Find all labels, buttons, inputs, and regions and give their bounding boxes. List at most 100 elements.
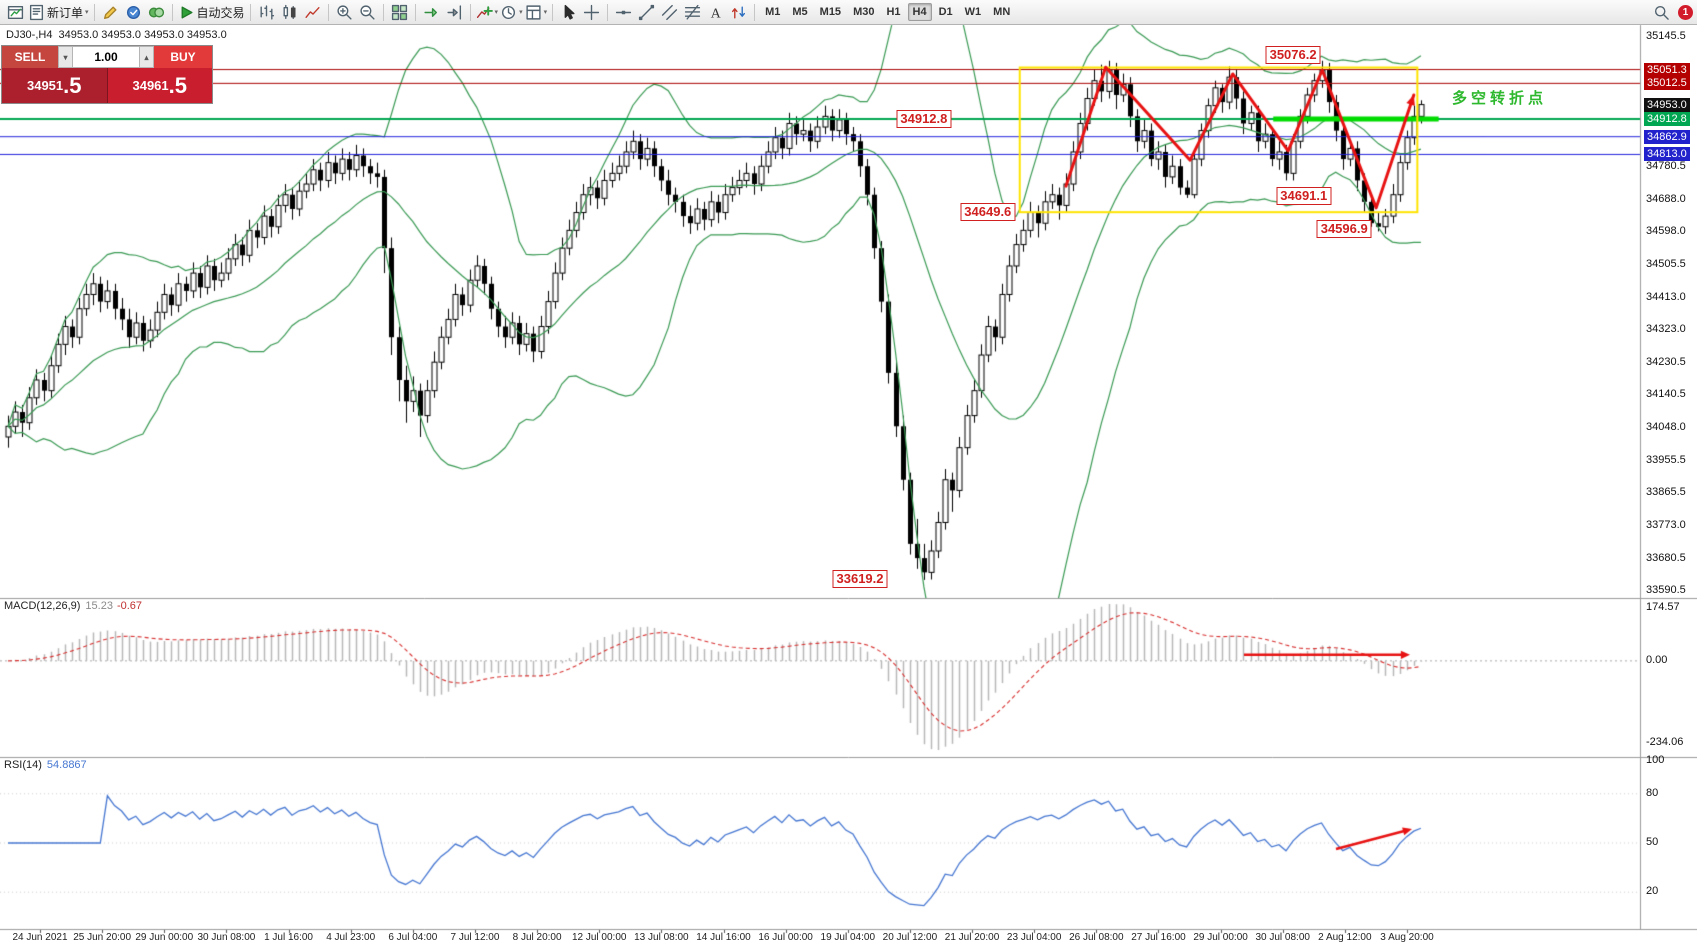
price-annotation[interactable]: 34912.8	[896, 109, 952, 128]
time-axis-label: 27 Jul 16:00	[1131, 932, 1186, 943]
price-annotation[interactable]: 33619.2	[832, 569, 888, 588]
notification-badge[interactable]: 1	[1678, 4, 1693, 20]
time-axis[interactable]: 24 Jun 2021 25 Jun 20:00 29 Jun 00:00 30 Ju…	[0, 929, 1640, 947]
time-axis-label: 26 Jul 08:00	[1069, 932, 1124, 943]
autotrading-icon	[178, 4, 195, 21]
sell-price-main: 34951	[26, 78, 64, 93]
time-axis-label: 1 Jul 16:00	[264, 932, 313, 943]
market-watch-icon	[125, 4, 142, 21]
chevron-down-icon: ▾	[519, 9, 523, 16]
channel-button[interactable]	[658, 2, 681, 23]
macd-scale-top: 174.57	[1646, 601, 1680, 613]
price-scale-label: 33680.5	[1646, 551, 1686, 564]
toolbar-separator	[469, 3, 471, 21]
time-axis-label: 6 Jul 04:00	[388, 932, 438, 943]
chart-shift-icon	[446, 4, 463, 21]
turning-point-note[interactable]: 多空转折点	[1452, 90, 1548, 107]
bars-chart-button[interactable]	[255, 2, 278, 23]
auto-scroll-button[interactable]	[420, 2, 443, 23]
price-line-tag: 34912.8	[1644, 111, 1690, 126]
chevron-down-icon: ▾	[543, 9, 548, 16]
hline-button[interactable]	[612, 2, 635, 23]
chart-window-button[interactable]	[4, 2, 27, 23]
price-annotation[interactable]: 34649.6	[960, 202, 1016, 221]
toolbar-separator	[607, 3, 609, 21]
autotrading-label: 自动交易	[196, 5, 245, 20]
rsi-indicator-label: RSI(14) 54.8867	[4, 759, 87, 771]
search-button[interactable]	[1650, 2, 1673, 23]
price-annotation[interactable]: 34691.1	[1276, 186, 1332, 205]
price-annotation[interactable]: 35076.2	[1265, 46, 1321, 65]
arrows-button[interactable]	[727, 2, 750, 23]
time-axis-label: 29 Jul 00:00	[1193, 932, 1248, 943]
templates-icon	[525, 4, 542, 21]
metaeditor-icon	[102, 4, 119, 21]
timeframe-W1[interactable]: W1	[964, 6, 982, 18]
time-axis-label: 21 Jul 20:00	[944, 932, 1000, 943]
crosshair-button[interactable]	[580, 2, 603, 23]
price-annotation[interactable]: 34596.9	[1316, 219, 1372, 238]
zoom-out-icon	[359, 4, 376, 21]
zoom-out-button[interactable]	[356, 2, 379, 23]
macd-value-signal: -0.67	[116, 600, 143, 612]
price-scale-label: 35145.5	[1646, 30, 1686, 42]
zoom-in-button[interactable]	[333, 2, 356, 23]
price-scale[interactable]: 35145.5 34780.5 34688.0 34598.0 34505.5 34413…	[1641, 25, 1697, 929]
time-axis-label: 16 Jul 00:00	[758, 932, 813, 943]
trendline-button[interactable]	[635, 2, 658, 23]
metaeditor-button[interactable]	[99, 2, 122, 23]
new-order-label: 新订单	[47, 5, 84, 20]
price-scale-label: 34140.5	[1646, 388, 1686, 401]
time-axis-label: 19 Jul 04:00	[820, 932, 876, 943]
timeframe-MN[interactable]: MN	[993, 6, 1011, 18]
time-axis-label: 29 Jun 00:00	[135, 932, 194, 943]
tile-windows-button[interactable]	[388, 2, 411, 23]
templates-button[interactable]: ▾	[524, 2, 549, 23]
line-chart-button[interactable]	[301, 2, 324, 23]
sell-button[interactable]: SELL	[2, 46, 58, 68]
cursor-button[interactable]	[557, 2, 580, 23]
volume-increment-button[interactable]: ▴	[139, 46, 154, 68]
timeframe-M15[interactable]: M15	[819, 6, 842, 18]
price-scale-label: 33955.5	[1646, 453, 1686, 466]
strategy-button[interactable]	[145, 2, 168, 23]
volume-input[interactable]: 1.00	[73, 46, 139, 68]
price-scale-label: 33865.5	[1646, 486, 1686, 499]
symbol-period: DJ30-,H4	[6, 29, 53, 41]
fibonacci-button[interactable]	[681, 2, 704, 23]
candles-chart-button[interactable]	[278, 2, 301, 23]
timeframe-H4[interactable]: H4	[907, 3, 932, 21]
trendline-icon	[638, 4, 655, 21]
buy-button[interactable]: BUY	[154, 46, 212, 68]
timeframe-M5[interactable]: M5	[792, 6, 808, 18]
time-axis-label: 23 Jul 04:00	[1006, 932, 1062, 943]
toolbar-separator	[93, 3, 95, 21]
indicators-button[interactable]: ▾	[475, 2, 500, 23]
bars-chart-icon	[258, 4, 275, 21]
rsi-scale-label: 20	[1646, 885, 1659, 898]
price-scale-label: 33590.5	[1646, 584, 1686, 596]
ohlc-values: 34953.0 34953.0 34953.0 34953.0	[58, 29, 227, 41]
search-icon	[1653, 4, 1670, 21]
timeframe-M1[interactable]: M1	[765, 6, 781, 18]
chart-shift-button[interactable]	[443, 2, 466, 23]
triangle-up-icon: ▴	[144, 52, 149, 62]
text-button[interactable]: A	[704, 2, 727, 23]
chart-window-icon	[7, 4, 24, 21]
autotrading-button[interactable]: 自动交易	[177, 2, 246, 23]
timeframe-D1[interactable]: D1	[938, 6, 953, 18]
periods-button[interactable]: ▾	[499, 2, 524, 23]
buy-price[interactable]: 34961.5	[107, 68, 212, 103]
price-line-tag: 35051.3	[1644, 62, 1690, 77]
rsi-scale-label: 100	[1646, 754, 1665, 766]
sell-price[interactable]: 34951.5	[2, 68, 108, 103]
fibonacci-icon	[684, 4, 701, 21]
new-order-icon	[28, 4, 45, 21]
volume-decrement-button[interactable]: ▾	[58, 46, 73, 68]
market-watch-button[interactable]	[122, 2, 145, 23]
timeframe-H1[interactable]: H1	[886, 6, 901, 18]
new-order-button[interactable]: 新订单 ▾	[27, 2, 90, 23]
timeframe-M30[interactable]: M30	[853, 6, 875, 18]
